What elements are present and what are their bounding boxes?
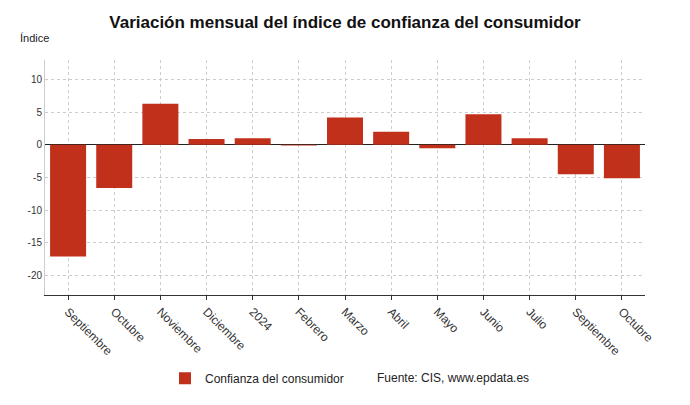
svg-text:-5: -5	[33, 172, 42, 183]
svg-text:Junio: Junio	[477, 305, 507, 335]
svg-text:Diciembre: Diciembre	[200, 305, 248, 353]
svg-text:-20: -20	[28, 270, 43, 281]
svg-text:5: 5	[36, 107, 42, 118]
svg-text:2024: 2024	[246, 305, 275, 334]
svg-text:Confianza del consumidor: Confianza del consumidor	[205, 372, 344, 386]
svg-text:10: 10	[31, 74, 43, 85]
svg-text:Índice: Índice	[20, 32, 49, 44]
svg-text:Julio: Julio	[523, 305, 551, 333]
svg-text:Mayo: Mayo	[431, 305, 462, 336]
svg-text:Marzo: Marzo	[339, 305, 373, 339]
svg-text:Septiembre: Septiembre	[62, 305, 116, 359]
svg-text:Octubre: Octubre	[616, 305, 656, 345]
svg-text:Septiembre: Septiembre	[569, 305, 623, 359]
svg-text:-15: -15	[28, 237, 43, 248]
svg-text:Noviembre: Noviembre	[154, 305, 205, 356]
svg-text:0: 0	[36, 139, 42, 150]
svg-text:Febrero: Febrero	[292, 305, 332, 345]
svg-text:Fuente: CIS, www.epdata.es: Fuente: CIS, www.epdata.es	[377, 371, 529, 385]
svg-text:Variación mensual del índice d: Variación mensual del índice de confianz…	[109, 13, 581, 32]
svg-text:Abril: Abril	[385, 305, 412, 332]
svg-text:Octubre: Octubre	[108, 305, 148, 345]
svg-text:-10: -10	[28, 205, 43, 216]
